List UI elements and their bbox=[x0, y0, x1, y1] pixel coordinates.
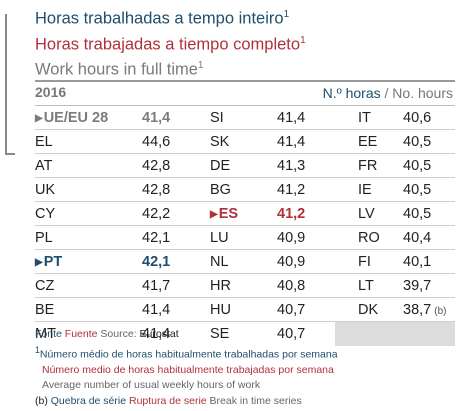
value-cell: 40,9 bbox=[277, 254, 306, 270]
eu-marker-icon: ▶ bbox=[35, 113, 43, 124]
country-cell: ▶UE/EU 28 bbox=[35, 110, 109, 126]
country-cell: MT bbox=[35, 326, 56, 342]
country-cell: CY bbox=[35, 206, 56, 222]
title-bracket bbox=[5, 14, 7, 155]
country-cell: RO bbox=[358, 230, 380, 246]
country-cell: SK bbox=[210, 134, 230, 150]
country-cell: CZ bbox=[35, 278, 55, 294]
value-cell: 40,7 bbox=[277, 326, 306, 342]
source-line: Fonte Fuente Source: Eurostat bbox=[35, 328, 179, 340]
table-row: ▶PT 42,1 NL 40,9 FI 40,1 bbox=[35, 250, 455, 274]
country-cell: LT bbox=[358, 278, 374, 294]
country-cell: FI bbox=[358, 254, 371, 270]
value-cell: 40,6 bbox=[403, 110, 432, 126]
value-cell: 41,4 bbox=[277, 134, 306, 150]
table-row: AT 42,8 DE 41,3 FR 40,5 bbox=[35, 154, 455, 178]
country-cell: HU bbox=[210, 302, 231, 318]
value-cell: 39,7 bbox=[403, 278, 432, 294]
value-cell: 44,6 bbox=[142, 134, 171, 150]
title-pt: Horas trabalhadas a tempo inteiro1 bbox=[35, 9, 290, 28]
country-cell: NL bbox=[210, 254, 229, 270]
value-cell: 41,7 bbox=[142, 278, 171, 294]
country-cell: ▶ES bbox=[210, 206, 239, 222]
title-bracket-foot bbox=[5, 153, 15, 155]
table-header: 2016 N.º horas / No. hours bbox=[35, 82, 455, 106]
table-row: CY 42,2 ▶ES 41,2 LV 40,5 bbox=[35, 202, 455, 226]
footer-notes: Fonte Fuente Source: Eurostat 1Número mé… bbox=[35, 327, 338, 409]
value-cell: 40,5 bbox=[403, 158, 432, 174]
country-cell: UK bbox=[35, 182, 56, 198]
country-cell: PL bbox=[35, 230, 53, 246]
es-marker-icon: ▶ bbox=[210, 209, 218, 220]
country-cell: DE bbox=[210, 158, 231, 174]
value-cell: 40,5 bbox=[403, 182, 432, 198]
country-cell: BG bbox=[210, 182, 231, 198]
table-row: EL 44,6 SK 41,4 EE 40,5 bbox=[35, 130, 455, 154]
value-cell: 41,3 bbox=[277, 158, 306, 174]
country-cell: EE bbox=[358, 134, 378, 150]
country-cell: FR bbox=[358, 158, 378, 174]
country-cell: HR bbox=[210, 278, 231, 294]
value-cell: 40,1 bbox=[403, 254, 432, 270]
table-row: BE 41,4 HU 40,7 DK 38,7 (b) bbox=[35, 298, 455, 322]
country-cell: SE bbox=[210, 326, 230, 342]
break-line: (b) Quebra de série Ruptura de serie Bre… bbox=[35, 394, 302, 407]
hours-table: 2016 N.º horas / No. hours ▶UE/EU 28 41,… bbox=[35, 80, 455, 346]
value-cell: 42,2 bbox=[142, 206, 171, 222]
value-cell: 40,5 bbox=[403, 206, 432, 222]
title-es: Horas trabajadas a tiempo completo1 bbox=[35, 34, 306, 54]
country-cell: AT bbox=[35, 158, 53, 174]
value-cell: 41,4 bbox=[277, 110, 306, 126]
value-cell: 40,9 bbox=[277, 230, 306, 246]
value-cell: 41,2 bbox=[277, 206, 306, 222]
note-pt: 1Número médio de horas habitualmente tra… bbox=[35, 344, 338, 361]
value-cell: 41,2 bbox=[277, 182, 306, 198]
table-row: MT 41,4 SE 40,7 bbox=[35, 322, 455, 346]
country-cell: EL bbox=[35, 134, 53, 150]
country-cell: IE bbox=[358, 182, 372, 198]
pt-marker-icon: ▶ bbox=[35, 257, 43, 268]
note-es: Número medio de horas habitualmente trab… bbox=[42, 363, 334, 376]
country-cell: IT bbox=[358, 110, 371, 126]
value-cell: 42,1 bbox=[142, 254, 171, 270]
table-row: CZ 41,7 HR 40,8 LT 39,7 bbox=[35, 274, 455, 298]
break-note: (b) bbox=[434, 306, 447, 317]
value-cell: 40,5 bbox=[403, 134, 432, 150]
value-cell: 40,8 bbox=[277, 278, 306, 294]
value-cell: 41,4 bbox=[142, 110, 171, 126]
table-row: ▶UE/EU 28 41,4 SI 41,4 IT 40,6 bbox=[35, 106, 455, 130]
value-cell: 42,8 bbox=[142, 182, 171, 198]
table-top-rule bbox=[35, 80, 455, 82]
title-block: Horas trabalhadas a tempo inteiro1 Horas… bbox=[35, 4, 306, 81]
unit-label: N.º horas / No. hours bbox=[322, 85, 453, 101]
country-cell: BE bbox=[35, 302, 55, 318]
country-cell: ▶PT bbox=[35, 254, 63, 270]
country-cell: SI bbox=[210, 110, 224, 126]
value-cell: 40,7 bbox=[277, 302, 306, 318]
title-en: Work hours in full time1 bbox=[35, 60, 204, 79]
note-en: Average number of usual weekly hours of … bbox=[42, 379, 261, 391]
country-cell: LV bbox=[358, 206, 375, 222]
value-cell: 41,4 bbox=[142, 326, 171, 342]
year-label: 2016 bbox=[35, 84, 67, 100]
country-cell: DK bbox=[358, 302, 379, 318]
table-row: UK 42,8 BG 41,2 IE 40,5 bbox=[35, 178, 455, 202]
value-cell: 41,4 bbox=[142, 302, 171, 318]
value-cell: 42,1 bbox=[142, 230, 171, 246]
value-cell: 42,8 bbox=[142, 158, 171, 174]
empty-cell-fill bbox=[335, 322, 455, 346]
value-cell: 38,7 (b) bbox=[403, 302, 447, 318]
value-cell: 40,4 bbox=[403, 230, 432, 246]
country-cell: LU bbox=[210, 230, 229, 246]
table-row: PL 42,1 LU 40,9 RO 40,4 bbox=[35, 226, 455, 250]
